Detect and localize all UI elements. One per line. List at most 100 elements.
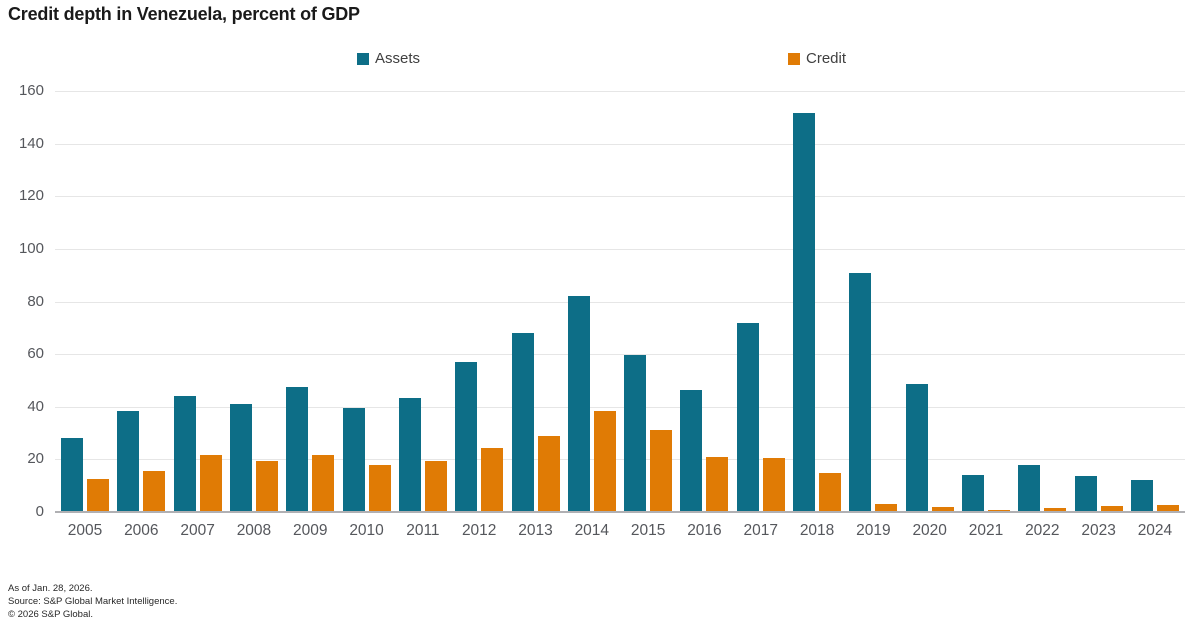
y-tick-label: 20 [27,450,44,468]
bar-group-2018 [793,113,842,512]
assets-bar-2014 [567,296,590,512]
bar-group-2008 [229,404,278,512]
credit-bar-2008 [255,460,278,512]
credit-bar-2014 [593,410,616,512]
bar-group-2009 [286,387,335,512]
assets-bar-2019 [849,272,872,512]
legend-item-credit: Credit [788,50,846,67]
y-tick-label: 120 [18,187,44,205]
y-tick-label: 40 [27,397,44,415]
x-tick-label: 2023 [1081,522,1116,539]
x-tick-label: 2005 [67,522,103,539]
bar-group-2023 [1074,476,1123,512]
credit-bar-2012 [481,447,504,512]
credit-bar-2006 [143,471,166,512]
x-tick-label: 2024 [1137,522,1173,539]
y-tick-label: 160 [18,82,44,99]
credit-bar-2011 [424,460,447,512]
x-tick-label: 2013 [518,522,553,539]
copyright-note: © 2026 S&P Global. [8,609,93,620]
gridline [55,459,1185,461]
bar-group-2013 [511,333,560,512]
x-tick-label: 2020 [912,522,947,539]
gridline [55,143,1185,145]
credit-bar-2005 [87,479,109,512]
x-tick-label: 2011 [406,522,440,539]
x-tick-label: 2015 [630,522,666,539]
credit-bar-2024 [1156,504,1179,512]
bar-group-2007 [173,396,222,512]
x-tick-label: 2021 [968,522,1004,539]
assets-bar-2023 [1074,476,1097,512]
x-axis-line [55,511,1185,513]
assets-bar-2020 [905,384,928,512]
y-axis: 0 20 40 60 80 100 120 140 160 [0,0,44,628]
plot-area [55,91,1185,513]
x-tick-label: 2008 [236,522,272,539]
bar-group-2022 [1018,464,1067,512]
x-axis: 2005 2006 2007 2008 2009 2010 2011 2012 2013 2014… [55,522,1185,540]
bar-group-2020 [905,384,954,512]
credit-bar-2009 [312,455,335,512]
credit-bar-2010 [368,464,391,512]
assets-bar-2017 [736,322,759,512]
bar-group-2016 [680,389,729,512]
assets-bar-2005 [61,438,83,512]
assets-bar-2021 [962,475,984,512]
gridline [55,91,1185,92]
x-tick-label: 2006 [124,522,159,539]
bars-row [55,91,1185,512]
assets-bar-2009 [286,387,309,512]
credit-bar-2022 [1044,508,1067,512]
assets-bar-2010 [342,408,365,512]
assets-bar-2015 [624,355,647,512]
bar-group-2015 [624,355,673,512]
gridline [55,196,1185,198]
y-tick-label: 80 [27,292,44,310]
footer-notes: As of Jan. 28, 2026. Source: S&P Global … [8,582,177,621]
credit-bar-2017 [762,458,785,512]
assets-bar-2018 [793,113,816,512]
x-tick-label: 2014 [574,522,610,539]
y-tick-label: 140 [18,134,44,152]
y-tick-label: 60 [27,345,44,363]
gridline [55,248,1185,250]
credit-bar-2019 [875,504,898,512]
assets-legend-label: Assets [375,50,421,67]
bar-group-2010 [342,408,391,512]
x-tick-label: 2010 [349,522,384,539]
assets-bar-2024 [1130,480,1153,512]
credit-bar-2015 [650,430,673,512]
credit-bar-2013 [537,435,560,512]
chart-title: Credit depth in Venezuela, percent of GD… [8,4,360,24]
as-of-note: As of Jan. 28, 2026. [8,583,93,594]
y-tick-label: 0 [35,503,44,520]
assets-bar-2022 [1018,464,1041,512]
credit-bar-2007 [199,455,222,512]
x-tick-label: 2009 [293,522,328,539]
bar-group-2006 [117,410,166,512]
bar-group-2005 [61,438,109,512]
assets-bar-2007 [173,396,196,512]
credit-bar-2023 [1100,506,1123,512]
y-tick-label: 100 [18,239,44,257]
bar-group-2012 [455,362,504,512]
credit-legend-swatch-icon [788,52,800,65]
credit-bar-2020 [931,506,954,512]
gridline [55,301,1185,303]
assets-bar-2008 [229,404,252,512]
assets-bar-2013 [511,333,534,512]
x-tick-label: 2018 [799,522,835,539]
bar-group-2014 [567,296,616,512]
assets-bar-2006 [117,410,140,512]
credit-bar-2016 [706,456,729,512]
x-tick-label: 2016 [687,522,722,539]
x-tick-label: 2019 [856,522,891,539]
source-note: Source: S&P Global Market Intelligence. [8,596,178,607]
gridline [55,354,1185,356]
bar-group-2011 [398,397,447,512]
assets-bar-2012 [455,362,478,512]
credit-legend-label: Credit [806,50,847,67]
gridline [55,406,1185,408]
